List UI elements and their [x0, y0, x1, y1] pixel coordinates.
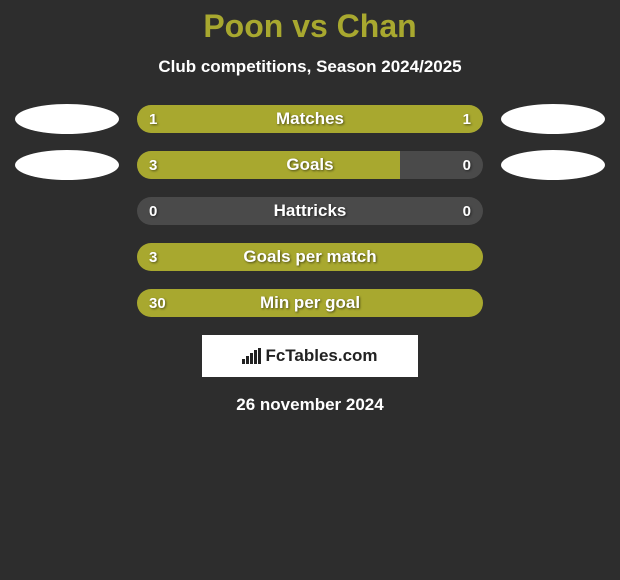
- comparison-infographic: Poon vs Chan Club competitions, Season 2…: [0, 0, 620, 415]
- avatar-spacer: [501, 289, 605, 317]
- chart-icon: [242, 348, 261, 364]
- page-title: Poon vs Chan: [0, 8, 620, 45]
- stat-row: 3Goals per match: [0, 243, 620, 271]
- date-text: 26 november 2024: [0, 395, 620, 415]
- player-left-avatar: [15, 150, 119, 180]
- player-right-avatar: [501, 104, 605, 134]
- stat-row: 11Matches: [0, 105, 620, 133]
- bar-track: [137, 105, 483, 133]
- stat-bar: 30Goals: [137, 151, 483, 179]
- player-right-avatar: [501, 150, 605, 180]
- attribution-badge: FcTables.com: [202, 335, 418, 377]
- bar-fill-left: [137, 105, 310, 133]
- avatar-spacer: [501, 243, 605, 271]
- attribution-text: FcTables.com: [265, 346, 377, 366]
- stat-row: 00Hattricks: [0, 197, 620, 225]
- bar-gap: [400, 151, 483, 179]
- bar-track: [137, 197, 483, 225]
- bar-fill-right: [310, 105, 483, 133]
- bar-gap: [137, 197, 483, 225]
- avatar-spacer: [15, 197, 119, 225]
- stat-rows: 11Matches 30Goals 00Hattricks 3Goals per ma…: [0, 105, 620, 317]
- bar-fill-left: [137, 289, 483, 317]
- avatar-spacer: [15, 243, 119, 271]
- bar-track: [137, 243, 483, 271]
- stat-row: 30Goals: [0, 151, 620, 179]
- stat-bar: 30Min per goal: [137, 289, 483, 317]
- bar-fill-left: [137, 243, 483, 271]
- bar-track: [137, 289, 483, 317]
- avatar-spacer: [501, 197, 605, 225]
- avatar-spacer: [15, 289, 119, 317]
- subtitle: Club competitions, Season 2024/2025: [0, 57, 620, 77]
- stat-bar: 00Hattricks: [137, 197, 483, 225]
- stat-row: 30Min per goal: [0, 289, 620, 317]
- bar-fill-left: [137, 151, 400, 179]
- stat-bar: 3Goals per match: [137, 243, 483, 271]
- stat-bar: 11Matches: [137, 105, 483, 133]
- player-left-avatar: [15, 104, 119, 134]
- bar-track: [137, 151, 483, 179]
